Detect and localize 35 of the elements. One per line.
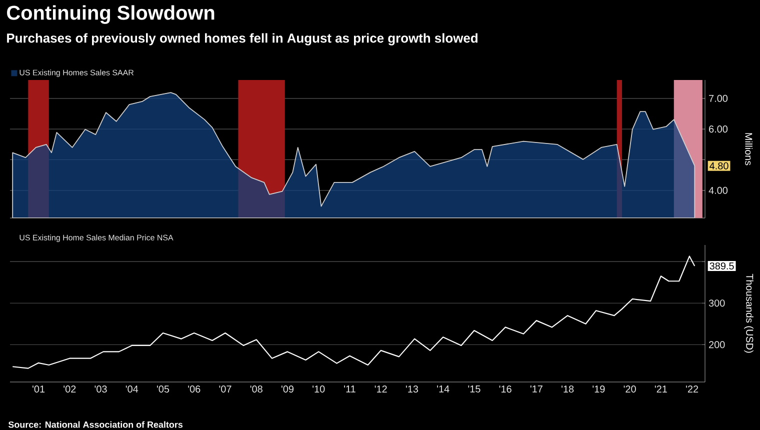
x-tick-label: '21 (654, 386, 667, 392)
x-tick-label: '03 (94, 386, 107, 393)
x-tick-label: '17 (530, 386, 542, 392)
annotation: 389.5 (710, 262, 734, 270)
chart-subtitle: Purchases of previously owned homes fell in August as price growth slowed (7, 33, 478, 46)
y-axis-title: Thousands (USD) (744, 274, 754, 353)
x-tick-label: '14 (437, 386, 450, 392)
y-tick-label: 200 (709, 341, 725, 348)
x-tick-label: '04 (126, 386, 138, 393)
x-tick-label: '18 (562, 386, 574, 393)
x-tick-label: '02 (64, 386, 76, 393)
y-tick-label: 6.00 (709, 126, 728, 133)
x-tick-label: '16 (499, 386, 512, 393)
x-tick-label: '10 (312, 386, 325, 393)
x-tick-label: '08 (250, 386, 262, 393)
x-tick-label: '07 (219, 386, 232, 393)
annotation: 4.80 (710, 162, 728, 170)
x-tick-label: '11 (344, 386, 356, 392)
x-tick-label: '15 (468, 386, 480, 392)
x-tick-label: '01 (32, 386, 45, 393)
chart-title: Continuing Slowdown (7, 5, 214, 24)
y-axis-title: Millions (745, 133, 752, 166)
y-tick-label: 4.00 (708, 186, 728, 194)
x-tick-label: '13 (406, 386, 418, 393)
x-tick-label: '06 (188, 386, 200, 393)
y-tick-label: 300 (708, 300, 725, 307)
x-tick-label: '19 (592, 386, 605, 393)
x-tick-label: '22 (686, 386, 698, 392)
x-tick-label: '12 (374, 386, 387, 392)
x-tick-label: '05 (157, 386, 170, 393)
source-note: Source: National Association of Realtors (8, 421, 183, 428)
y-tick-label: 7.00 (709, 94, 728, 102)
x-tick-label: '20 (624, 386, 636, 393)
line-series (12, 256, 696, 369)
x-tick-label: '09 (282, 386, 294, 393)
